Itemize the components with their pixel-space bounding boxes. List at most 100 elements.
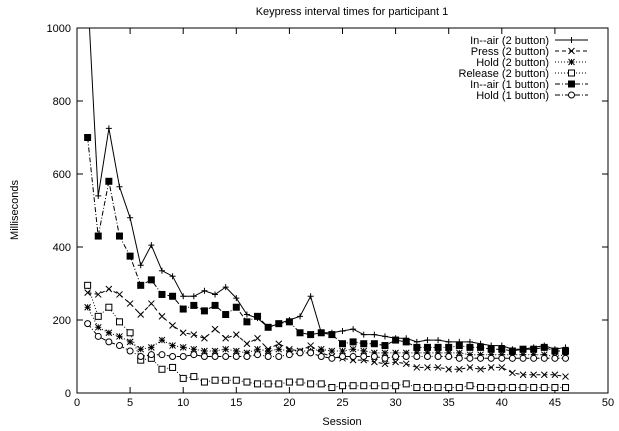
data-point: [487, 364, 495, 371]
data-point: [148, 242, 155, 249]
data-point: [445, 349, 453, 357]
x-tick-label: 30: [389, 397, 401, 409]
data-point: [509, 369, 516, 377]
data-point: [232, 331, 240, 338]
y-tick-label: 400: [53, 242, 71, 254]
data-point: [212, 291, 219, 298]
data-point: [115, 232, 123, 240]
data-point: [508, 347, 516, 355]
data-point: [137, 311, 145, 318]
data-point: [94, 323, 102, 331]
series-3: [84, 281, 570, 392]
data-point: [296, 349, 304, 357]
data-point: [222, 284, 229, 291]
legend-marker: [568, 58, 575, 66]
data-point: [413, 353, 421, 360]
axis-ticks: 0 5 10 15 20 25 30 35 40 45 50 0 200 400 600 800 1000: [47, 23, 615, 409]
data-point: [105, 303, 113, 311]
data-point: [530, 351, 538, 359]
data-point: [413, 384, 421, 392]
data-point: [169, 353, 177, 360]
data-point: [519, 371, 527, 379]
x-tick-label: 35: [443, 397, 455, 409]
data-point: [169, 363, 177, 371]
y-tick-label: 600: [53, 169, 71, 181]
data-point: [126, 252, 134, 260]
data-point: [285, 351, 293, 359]
data-point: [360, 331, 367, 338]
data-point: [434, 349, 442, 357]
data-point: [392, 358, 399, 366]
data-point: [370, 382, 378, 390]
data-point: [477, 365, 484, 373]
data-point: [370, 340, 378, 348]
data-point: [423, 384, 431, 392]
x-tick-label: 20: [283, 397, 295, 409]
data-point: [232, 353, 240, 360]
data-point: [201, 334, 208, 342]
data-point: [200, 307, 208, 315]
data-point: [466, 354, 474, 362]
data-point: [307, 331, 315, 339]
data-point: [498, 384, 506, 392]
data-point: [254, 351, 262, 359]
data-point: [381, 354, 389, 362]
data-point: [137, 281, 145, 289]
data-point: [349, 338, 357, 346]
data-point: [264, 347, 272, 355]
data-point: [392, 353, 400, 360]
data-point: [530, 354, 538, 362]
data-point: [307, 293, 314, 300]
data-point: [381, 342, 389, 350]
data-point: [105, 338, 113, 346]
y-tick-label: 1000: [47, 23, 71, 35]
data-point: [540, 371, 548, 379]
series-5: [84, 320, 570, 362]
data-point: [297, 313, 304, 320]
data-point: [84, 303, 91, 311]
data-point: [562, 347, 570, 355]
data-point: [285, 378, 293, 386]
data-point: [434, 364, 442, 371]
data-point: [371, 358, 378, 366]
legend: In--air (2 button)Press (2 button)Hold (…: [459, 35, 588, 102]
series-line: [87, 285, 566, 389]
data-point: [254, 334, 261, 342]
data-point: [551, 371, 559, 379]
data-point: [509, 351, 516, 359]
series-2: [84, 303, 569, 360]
data-point: [179, 344, 187, 351]
y-tick-label: 0: [65, 388, 71, 400]
data-point: [169, 273, 176, 280]
data-point: [455, 365, 463, 373]
data-point: [105, 285, 113, 293]
data-point: [84, 281, 92, 289]
data-point: [455, 384, 463, 392]
y-tick-label: 200: [53, 315, 71, 327]
data-point: [190, 351, 198, 359]
series-line: [87, 288, 566, 378]
data-point: [413, 364, 421, 371]
data-point: [540, 384, 548, 392]
data-point: [275, 345, 283, 353]
data-point: [243, 378, 251, 386]
data-point: [530, 371, 538, 379]
chart-title: Keypress interval times for participant …: [256, 6, 449, 18]
data-point: [222, 311, 230, 319]
data-point: [434, 343, 442, 351]
data-point: [498, 354, 506, 362]
data-point: [232, 347, 240, 355]
data-point: [275, 340, 283, 348]
data-point: [339, 382, 346, 390]
data-point: [508, 354, 516, 362]
data-point: [317, 380, 325, 388]
data-point: [423, 353, 431, 360]
data-point: [339, 340, 346, 348]
data-point: [445, 343, 453, 351]
data-point: [540, 343, 548, 351]
data-point: [126, 300, 134, 307]
data-point: [275, 380, 283, 388]
data-point: [562, 354, 570, 362]
data-point: [126, 338, 134, 346]
data-point: [445, 384, 453, 392]
